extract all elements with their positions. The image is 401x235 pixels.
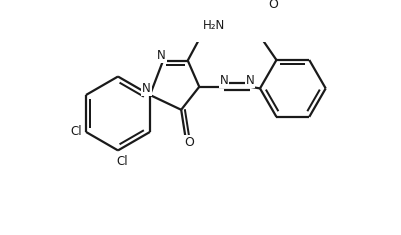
Text: N: N — [157, 49, 166, 62]
Text: N: N — [246, 74, 255, 87]
Text: H₂N: H₂N — [203, 19, 225, 32]
Text: Cl: Cl — [116, 155, 128, 168]
Text: N: N — [142, 82, 151, 95]
Text: N: N — [219, 74, 228, 87]
Text: O: O — [184, 136, 194, 149]
Text: O: O — [268, 0, 278, 11]
Text: Cl: Cl — [70, 125, 82, 138]
